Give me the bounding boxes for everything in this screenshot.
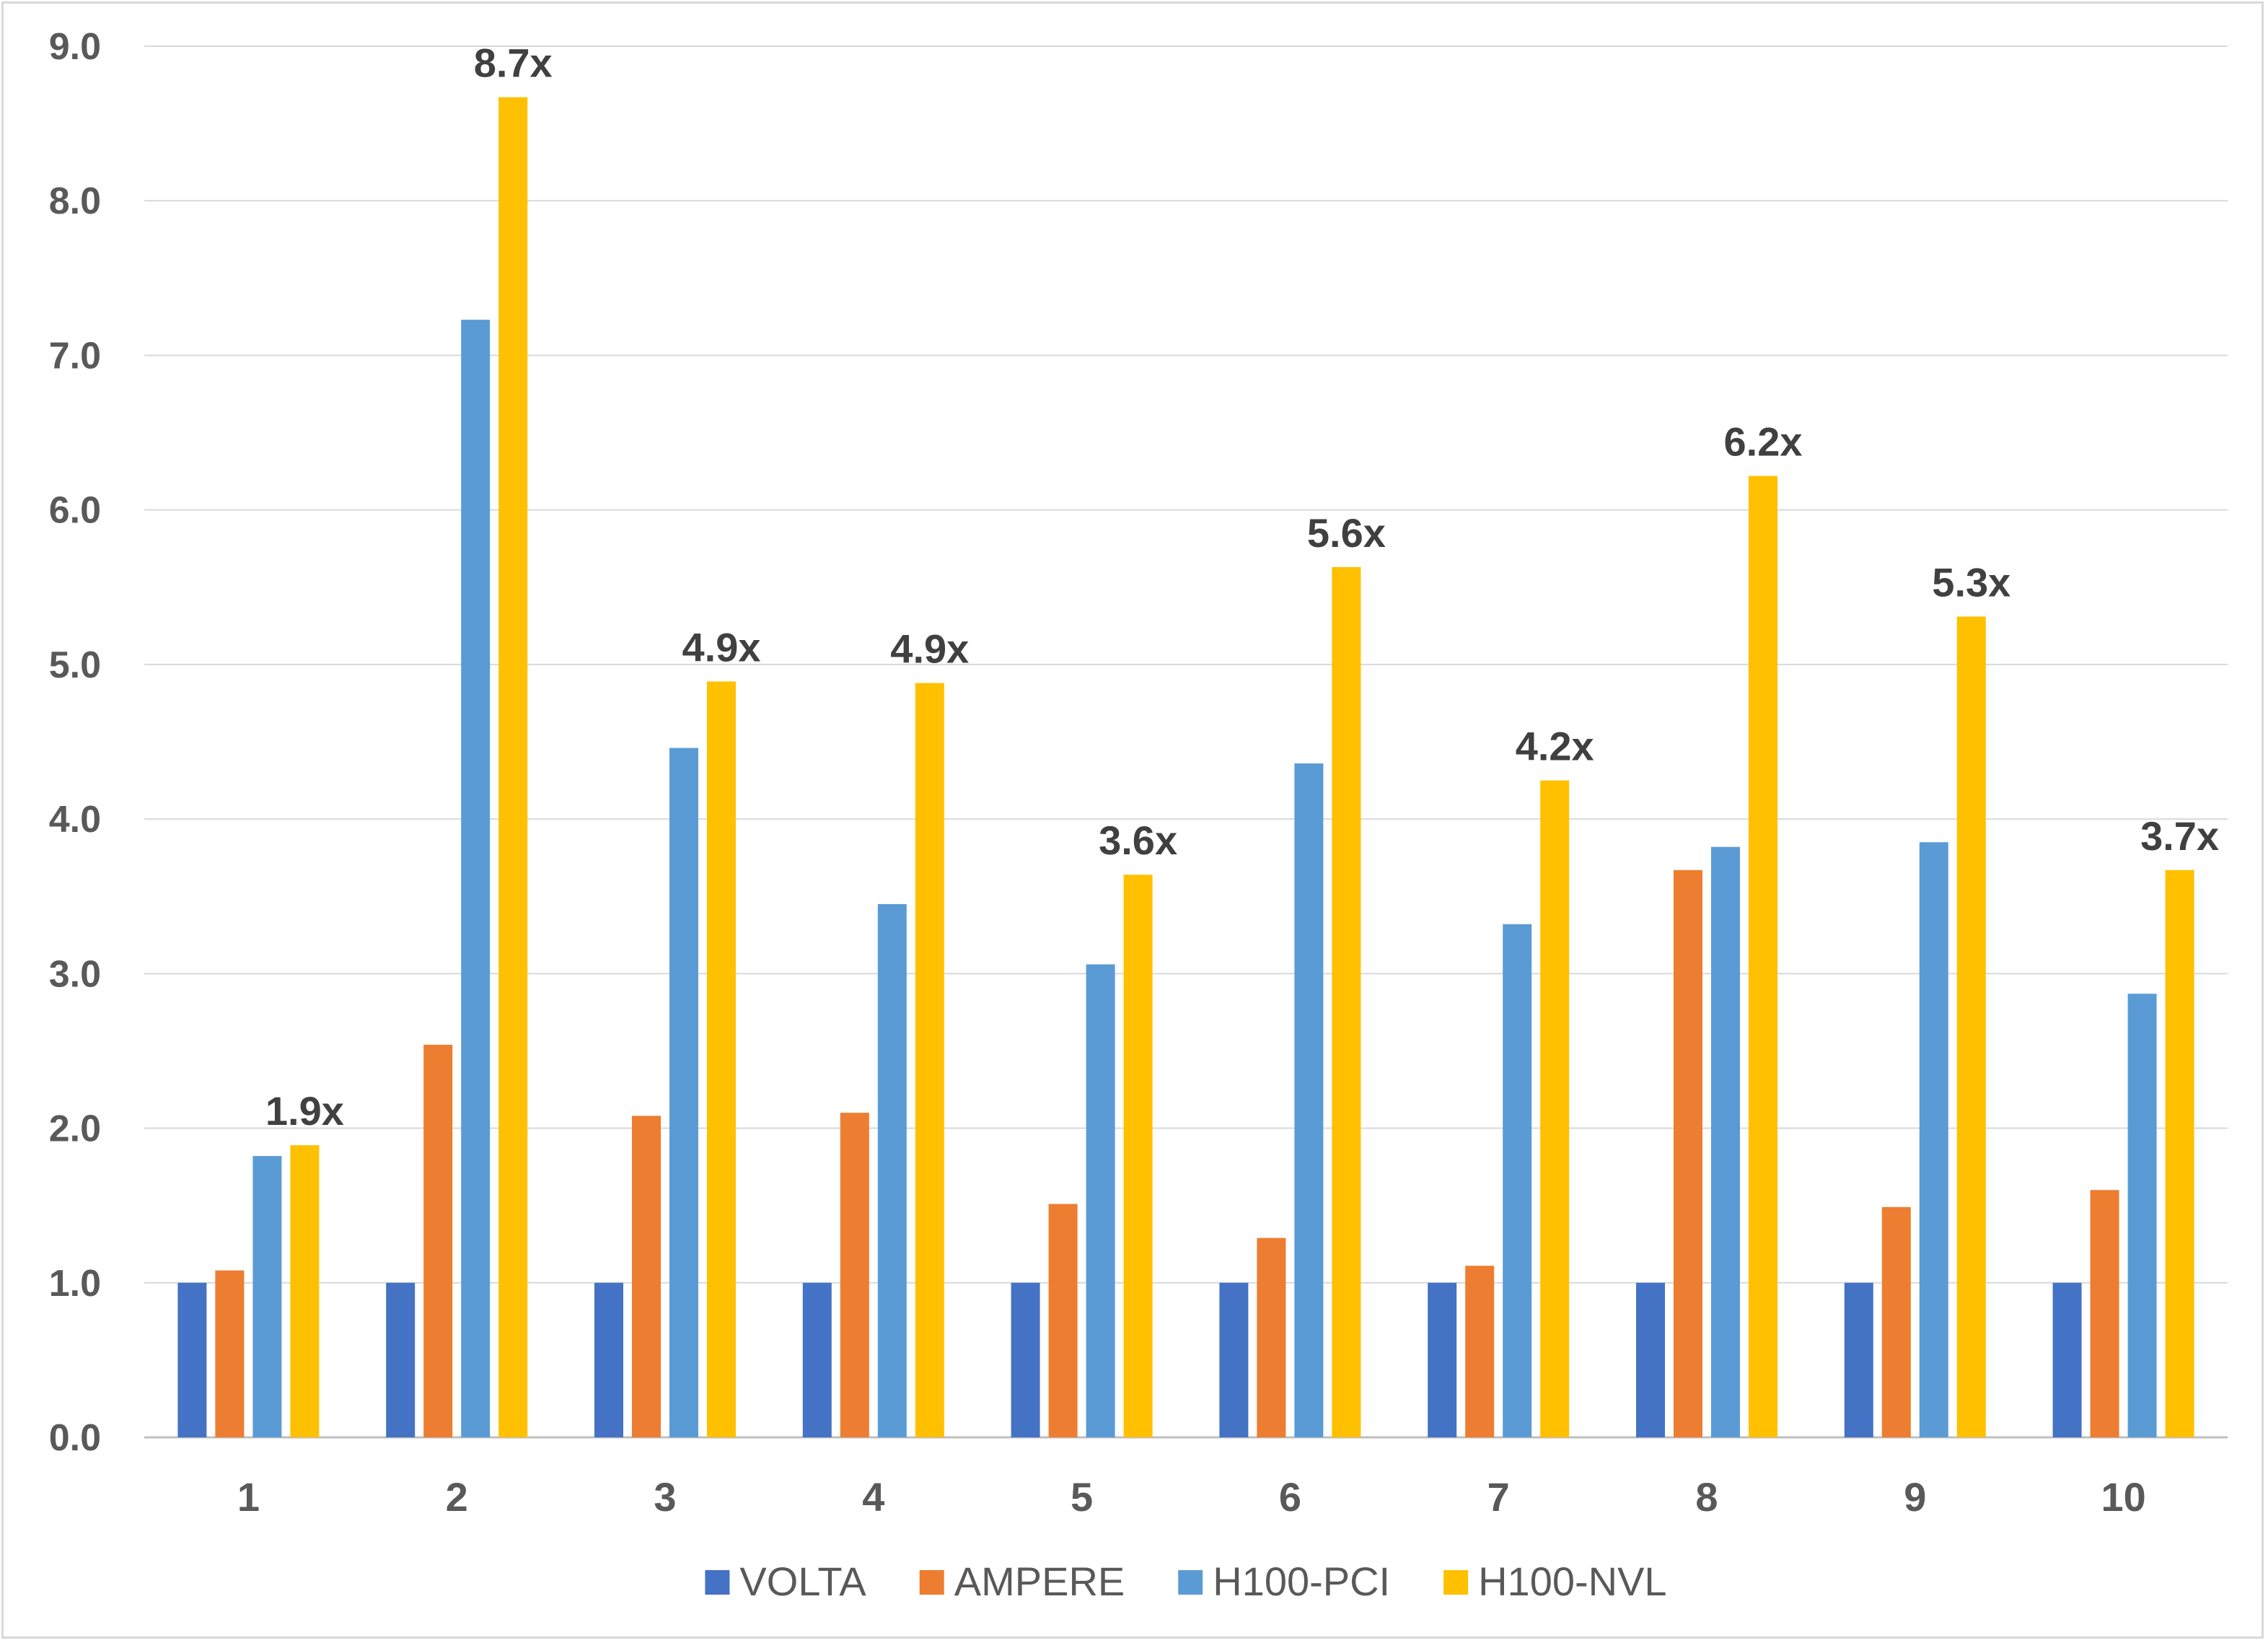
data-label-3: 4.9x (682, 624, 761, 670)
legend-label-h100-pci: H100-PCI (1213, 1559, 1390, 1604)
legend-swatch-volta (705, 1570, 730, 1595)
bar-h100-pci-1 (252, 1156, 282, 1437)
bar-volta-9 (1844, 1282, 1873, 1437)
legend-label-ampere: AMPERE (954, 1559, 1125, 1604)
bar-h100-nvl-10 (2165, 869, 2194, 1437)
bar-volta-5 (1011, 1282, 1040, 1437)
x-tick-label: 6 (1279, 1474, 1301, 1520)
bar-h100-pci-2 (461, 320, 491, 1437)
bar-h100-nvl-5 (1123, 875, 1153, 1437)
y-tick-label: 7.0 (49, 335, 101, 377)
bar-ampere-5 (1048, 1204, 1078, 1437)
legend-label-h100-nvl: H100-NVL (1478, 1559, 1666, 1604)
x-tick-label: 10 (2101, 1474, 2145, 1520)
bar-h100-nvl-6 (1332, 566, 1361, 1437)
bar-ampere-9 (1881, 1206, 1911, 1437)
bar-h100-pci-8 (1711, 846, 1740, 1437)
x-tick-label: 2 (446, 1474, 468, 1520)
x-axis-ticks: 1 2 3 4 5 6 7 8 9 10 (237, 1474, 2146, 1520)
legend-swatch-ampere (919, 1570, 944, 1595)
y-tick-label: 2.0 (49, 1108, 101, 1150)
legend-swatch-h100-pci (1178, 1570, 1203, 1595)
bar-h100-pci-3 (669, 748, 698, 1437)
y-axis-ticks: 0.0 1.0 2.0 3.0 4.0 5.0 6.0 7.0 8.0 9.0 (49, 26, 101, 1459)
x-tick-label: 7 (1487, 1474, 1510, 1520)
bar-ampere-2 (423, 1044, 453, 1437)
bar-h100-nvl-4 (915, 683, 944, 1437)
data-label-4: 4.9x (890, 626, 969, 672)
data-label-5: 3.6x (1099, 818, 1177, 863)
x-tick-label: 5 (1071, 1474, 1093, 1520)
bar-volta-8 (1636, 1282, 1665, 1437)
x-tick-label: 8 (1695, 1474, 1718, 1520)
bar-ampere-1 (215, 1270, 245, 1437)
bar-h100-nvl-3 (707, 681, 736, 1437)
x-tick-label: 3 (654, 1474, 676, 1520)
y-tick-label: 4.0 (49, 799, 101, 841)
legend-label-volta: VOLTA (739, 1559, 866, 1604)
x-tick-label: 4 (862, 1474, 884, 1520)
bar-volta-2 (386, 1282, 416, 1437)
data-label-9: 5.3x (1932, 559, 2010, 605)
data-labels: 1.9x 8.7x 4.9x 4.9x 3.6x 5.6x 4.2x 6.2x 5.3x 3.7x (265, 40, 2219, 1134)
bar-h100-nvl-8 (1749, 476, 1777, 1437)
data-label-2: 8.7x (474, 40, 553, 86)
x-tick-label: 1 (237, 1474, 260, 1520)
bar-ampere-8 (1674, 869, 1702, 1437)
bar-h100-nvl-9 (1956, 616, 1986, 1437)
y-tick-label: 1.0 (49, 1263, 101, 1305)
bar-h100-pci-7 (1503, 924, 1532, 1437)
bar-volta-7 (1428, 1282, 1457, 1437)
y-tick-label: 5.0 (49, 644, 101, 686)
gridlines (144, 45, 2228, 1439)
bar-h100-pci-9 (1919, 842, 1948, 1437)
legend-swatch-h100-nvl (1443, 1570, 1469, 1595)
data-label-8: 6.2x (1724, 419, 1803, 465)
bar-h100-pci-6 (1294, 763, 1324, 1437)
data-label-6: 5.6x (1307, 510, 1386, 556)
bar-ampere-7 (1465, 1266, 1495, 1437)
data-label-10: 3.7x (2140, 813, 2219, 859)
legend: VOLTA AMPERE H100-PCI H100-NVL (705, 1559, 1667, 1604)
bar-h100-pci-4 (877, 903, 907, 1437)
data-label-7: 4.2x (1516, 724, 1594, 769)
x-tick-label: 9 (1904, 1474, 1926, 1520)
bar-h100-nvl-7 (1540, 780, 1570, 1437)
bars (177, 97, 2194, 1437)
bar-ampere-3 (632, 1116, 661, 1437)
bar-ampere-10 (2090, 1190, 2119, 1437)
bar-ampere-4 (840, 1113, 869, 1437)
bar-ampere-6 (1257, 1237, 1286, 1437)
y-tick-label: 6.0 (49, 490, 101, 532)
y-tick-label: 8.0 (49, 180, 101, 222)
bar-h100-nvl-1 (290, 1145, 320, 1437)
bar-h100-pci-10 (2127, 994, 2157, 1437)
bar-volta-4 (802, 1282, 832, 1437)
bar-volta-10 (2052, 1282, 2082, 1437)
y-tick-label: 3.0 (49, 953, 101, 995)
bar-volta-1 (177, 1282, 207, 1437)
bar-volta-3 (594, 1282, 623, 1437)
y-tick-label: 0.0 (49, 1417, 101, 1459)
bar-volta-6 (1219, 1282, 1249, 1437)
bar-h100-pci-5 (1086, 964, 1115, 1437)
bar-h100-nvl-2 (498, 97, 528, 1437)
y-tick-label: 9.0 (49, 26, 101, 68)
data-label-1: 1.9x (265, 1088, 344, 1134)
